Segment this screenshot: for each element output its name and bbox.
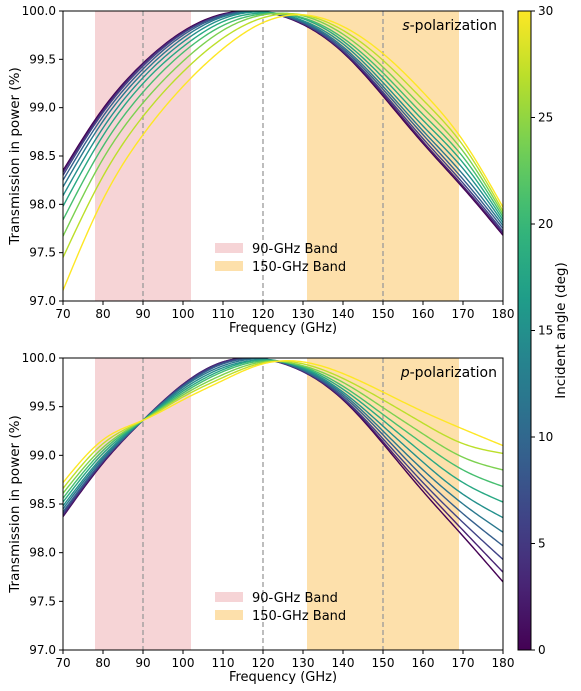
- s-polarization-annotation: s-polarization: [402, 18, 497, 34]
- s-y-tick-label: 97.5: [29, 246, 56, 260]
- s-x-tick-label: 150: [372, 307, 395, 321]
- colorbar-label: Incident angle (deg): [553, 262, 569, 398]
- colorbar-gradient: [517, 10, 532, 651]
- s-legend-swatch: [215, 243, 243, 253]
- s-x-tick-label: 110: [212, 307, 235, 321]
- p-x-tick-label: 100: [172, 656, 195, 670]
- s-x-tick-label: 170: [452, 307, 475, 321]
- p-x-axis-label: Frequency (GHz): [229, 670, 337, 685]
- colorbar-tick-label: 25: [538, 111, 553, 125]
- s-y-tick-label: 99.0: [29, 101, 56, 115]
- s-x-tick-label: 100: [172, 307, 195, 321]
- p-y-tick-label: 98.5: [29, 497, 56, 511]
- p-x-tick-label: 130: [292, 656, 315, 670]
- p-legend-label: 150-GHz Band: [252, 609, 346, 624]
- colorbar-tick-label: 20: [538, 217, 553, 231]
- s-legend-swatch: [215, 261, 243, 271]
- p-curve-angle-30: [63, 360, 503, 484]
- p-y-tick-label: 100.0: [22, 351, 56, 365]
- s-x-tick-label: 180: [492, 307, 515, 321]
- s-y-tick-label: 97.0: [29, 294, 56, 308]
- s-y-tick-label: 98.5: [29, 149, 56, 163]
- p-legend: 90-GHz Band 150-GHz Band: [215, 591, 346, 624]
- p-x-tick-label: 180: [492, 656, 515, 670]
- s-legend-label: 150-GHz Band: [252, 260, 346, 275]
- p-x-tick-label: 160: [412, 656, 435, 670]
- p-x-tick-label: 140: [332, 656, 355, 670]
- colorbar-tick-label: 5: [538, 537, 546, 551]
- s-curves: [63, 11, 503, 291]
- s-y-tick-label: 98.0: [29, 197, 56, 211]
- s-polarization-panel: 70 80 90 100 110 120 130 140 150 160 170 180 97.0 97.…: [7, 4, 514, 336]
- p-y-tick-label: 97.0: [29, 643, 56, 657]
- s-legend: 90-GHz Band 150-GHz Band: [215, 242, 346, 275]
- p-x-tick-label: 90: [135, 656, 150, 670]
- colorbar-tick-label: 15: [538, 324, 553, 338]
- s-x-tick-label: 160: [412, 307, 435, 321]
- s-curve-angle-24: [63, 12, 503, 237]
- colorbar: 0 5 10 15 20 25 30 Incident angle (deg): [517, 4, 569, 657]
- p-legend-label: 90-GHz Band: [252, 591, 338, 606]
- s-x-tick-label: 130: [292, 307, 315, 321]
- s-x-tick-label: 140: [332, 307, 355, 321]
- s-x-tick-label: 120: [252, 307, 275, 321]
- p-x-tick-label: 170: [452, 656, 475, 670]
- p-y-tick-label: 99.0: [29, 448, 56, 462]
- p-polarization-annotation: p-polarization: [400, 365, 497, 381]
- s-x-axis-label: Frequency (GHz): [229, 321, 337, 336]
- s-y-tick-label: 99.5: [29, 52, 56, 66]
- s-curve-angle-30: [63, 14, 503, 291]
- p-x-tick-label: 120: [252, 656, 275, 670]
- p-polarization-panel: 70 80 90 100 110 120 130 140 150 160 170 180 97.0 97.…: [7, 351, 514, 685]
- s-x-tick-label: 80: [95, 307, 110, 321]
- s-x-tick-label: 70: [55, 307, 70, 321]
- p-legend-swatch: [215, 592, 243, 602]
- p-x-tick-label: 150: [372, 656, 395, 670]
- p-y-tick-label: 98.0: [29, 546, 56, 560]
- s-y-axis-label: Transmission in power (%): [7, 67, 23, 245]
- p-x-tick-label: 110: [212, 656, 235, 670]
- colorbar-tick-label: 30: [538, 4, 553, 18]
- colorbar-tick-label: 0: [538, 643, 546, 657]
- p-legend-swatch: [215, 610, 243, 620]
- p-curves: [63, 358, 503, 583]
- p-x-tick-label: 70: [55, 656, 70, 670]
- p-y-tick-label: 99.5: [29, 400, 56, 414]
- s-curve-angle-27: [63, 13, 503, 258]
- p-y-tick-label: 97.5: [29, 594, 56, 608]
- s-x-tick-label: 90: [135, 307, 150, 321]
- s-legend-label: 90-GHz Band: [252, 242, 338, 257]
- colorbar-tick-label: 10: [538, 430, 553, 444]
- s-y-tick-label: 100.0: [22, 4, 56, 18]
- p-x-tick-label: 80: [95, 656, 110, 670]
- p-y-axis-label: Transmission in power (%): [7, 415, 23, 593]
